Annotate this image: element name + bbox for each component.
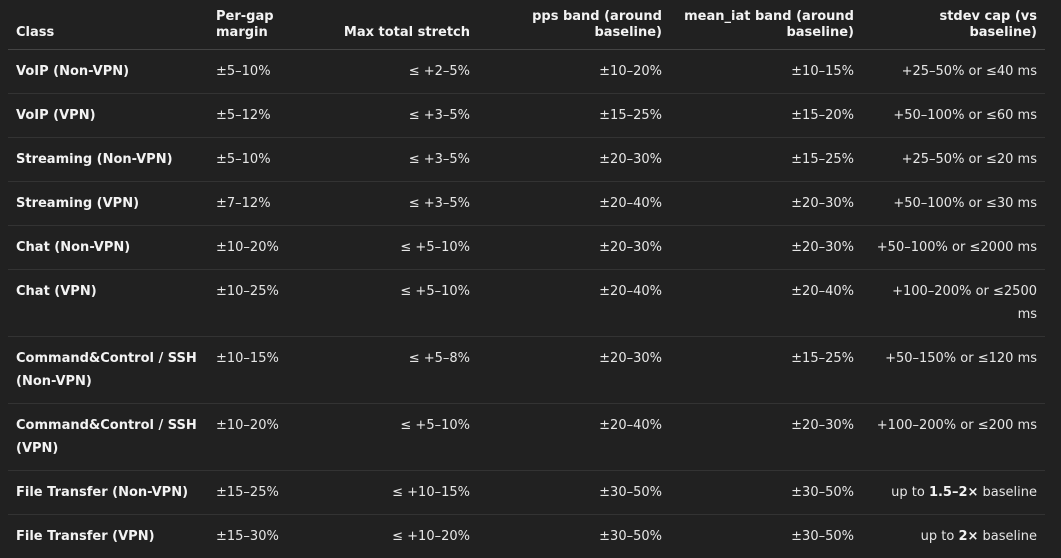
cell-pps: ±15–25% (478, 93, 670, 138)
cell-margin: ±10–20% (208, 225, 328, 270)
cell-stretch: ≤ +3–5% (328, 181, 478, 226)
stdev-prefix: up to (920, 529, 955, 544)
cell-stretch: ≤ +5–8% (328, 336, 478, 404)
cell-margin: ±10–15% (208, 336, 328, 404)
cell-margin: ±5–10% (208, 137, 328, 182)
cell-stretch: ≤ +5–10% (328, 225, 478, 270)
cell-mean-iat: ±15–20% (670, 93, 862, 138)
cell-pps: ±20–40% (478, 403, 670, 471)
stdev-multiplier: 2× (958, 529, 979, 544)
table-row: VoIP (VPN) ±5–12% ≤ +3–5% ±15–25% ±15–20… (8, 93, 1045, 138)
cell-class: VoIP (VPN) (8, 93, 208, 138)
cell-margin: ±7–12% (208, 181, 328, 226)
cell-class: Streaming (Non-VPN) (8, 137, 208, 182)
table-row: Chat (Non-VPN) ±10–20% ≤ +5–10% ±20–30% … (8, 225, 1045, 270)
cell-stdev: +50–150% or ≤120 ms (862, 336, 1045, 404)
cell-class: File Transfer (Non-VPN) (8, 470, 208, 515)
cell-pps: ±20–30% (478, 137, 670, 182)
cell-stretch: ≤ +5–10% (328, 403, 478, 471)
cell-class: Chat (Non-VPN) (8, 225, 208, 270)
cell-stdev: +100–200% or ≤2500 ms (862, 269, 1045, 337)
cell-mean-iat: ±30–50% (791, 529, 854, 544)
table-row: Streaming (VPN) ±7–12% ≤ +3–5% ±20–40% ±… (8, 181, 1045, 226)
cell-mean-iat: ±20–30% (670, 181, 862, 226)
cell-stretch: ≤ +5–10% (328, 269, 478, 337)
cell-mean-iat: ±20–30% (670, 403, 862, 471)
table-row: Command&Control / SSH (Non-VPN) ±10–15% … (8, 336, 1045, 404)
cell-stretch: ≤ +10–20% (392, 529, 470, 544)
thresholds-table: Class Per-gap margin Max total stretch p… (8, 0, 1045, 558)
cell-stdev: +25–50% or ≤20 ms (862, 137, 1045, 182)
header-pps-band: pps band (around baseline) (478, 0, 670, 50)
cell-class: Command&Control / SSH (Non-VPN) (8, 336, 208, 404)
cell-pps: ±30–50% (599, 529, 662, 544)
cell-margin: ±15–30% (216, 529, 279, 544)
header-mean-iat-band: mean_iat band (around baseline) (670, 0, 862, 50)
cell-mean-iat: ±30–50% (670, 470, 862, 515)
table-row: File Transfer (Non-VPN) ±15–25% ≤ +10–15… (8, 470, 1045, 515)
cell-stretch: ≤ +10–15% (328, 470, 478, 515)
cell-class: File Transfer (VPN) (16, 529, 155, 544)
stdev-suffix: baseline (982, 485, 1037, 500)
cell-class: Command&Control / SSH (VPN) (8, 403, 208, 471)
cell-stdev: +50–100% or ≤2000 ms (862, 225, 1045, 270)
cell-margin: ±5–10% (208, 49, 328, 94)
table-container: Class Per-gap margin Max total stretch p… (8, 0, 1045, 558)
cell-stretch: ≤ +3–5% (328, 137, 478, 182)
cell-pps: ±30–50% (478, 470, 670, 515)
cell-mean-iat: ±15–25% (670, 336, 862, 404)
cell-class: Streaming (VPN) (8, 181, 208, 226)
cell-pps: ±20–30% (478, 225, 670, 270)
header-per-gap-margin: Per-gap margin (208, 0, 328, 50)
cell-stdev: +100–200% or ≤200 ms (862, 403, 1045, 471)
cell-stdev: +50–100% or ≤30 ms (862, 181, 1045, 226)
cell-pps: ±20–40% (478, 269, 670, 337)
cell-stretch: ≤ +2–5% (328, 49, 478, 94)
cell-class: Chat (VPN) (8, 269, 208, 337)
cell-pps: ±10–20% (478, 49, 670, 94)
cell-stretch: ≤ +3–5% (328, 93, 478, 138)
cell-margin: ±10–25% (208, 269, 328, 337)
table-row: Command&Control / SSH (VPN) ±10–20% ≤ +5… (8, 403, 1045, 471)
stdev-prefix: up to (891, 485, 925, 500)
cell-mean-iat: ±15–25% (670, 137, 862, 182)
cell-pps: ±20–30% (478, 336, 670, 404)
header-class: Class (8, 0, 208, 50)
cell-margin: ±15–25% (208, 470, 328, 515)
cell-mean-iat: ±20–40% (670, 269, 862, 337)
table-row: Streaming (Non-VPN) ±5–10% ≤ +3–5% ±20–3… (8, 137, 1045, 182)
cell-stdev: up to 1.5–2× baseline (862, 470, 1045, 515)
stdev-multiplier: 1.5–2× (928, 485, 979, 500)
cell-margin: ±10–20% (208, 403, 328, 471)
table-header-row: Class Per-gap margin Max total stretch p… (8, 0, 1045, 50)
cell-mean-iat: ±20–30% (670, 225, 862, 270)
cell-mean-iat: ±10–15% (670, 49, 862, 94)
cell-stdev: +50–100% or ≤60 ms (862, 93, 1045, 138)
table-row: Chat (VPN) ±10–25% ≤ +5–10% ±20–40% ±20–… (8, 269, 1045, 337)
header-stdev-cap: stdev cap (vs baseline) (862, 0, 1045, 50)
header-max-total-stretch: Max total stretch (328, 0, 478, 50)
cell-stdev: up to 2× baseline (862, 515, 1045, 558)
table-row: VoIP (Non-VPN) ±5–10% ≤ +2–5% ±10–20% ±1… (8, 49, 1045, 94)
cell-class: VoIP (Non-VPN) (8, 49, 208, 94)
stdev-suffix: baseline (982, 529, 1037, 544)
cell-stdev: +25–50% or ≤40 ms (862, 49, 1045, 94)
table-row: File Transfer (VPN) ±15–30% ≤ +10–20% ±3… (8, 515, 1045, 558)
cell-margin: ±5–12% (208, 93, 328, 138)
cell-pps: ±20–40% (478, 181, 670, 226)
